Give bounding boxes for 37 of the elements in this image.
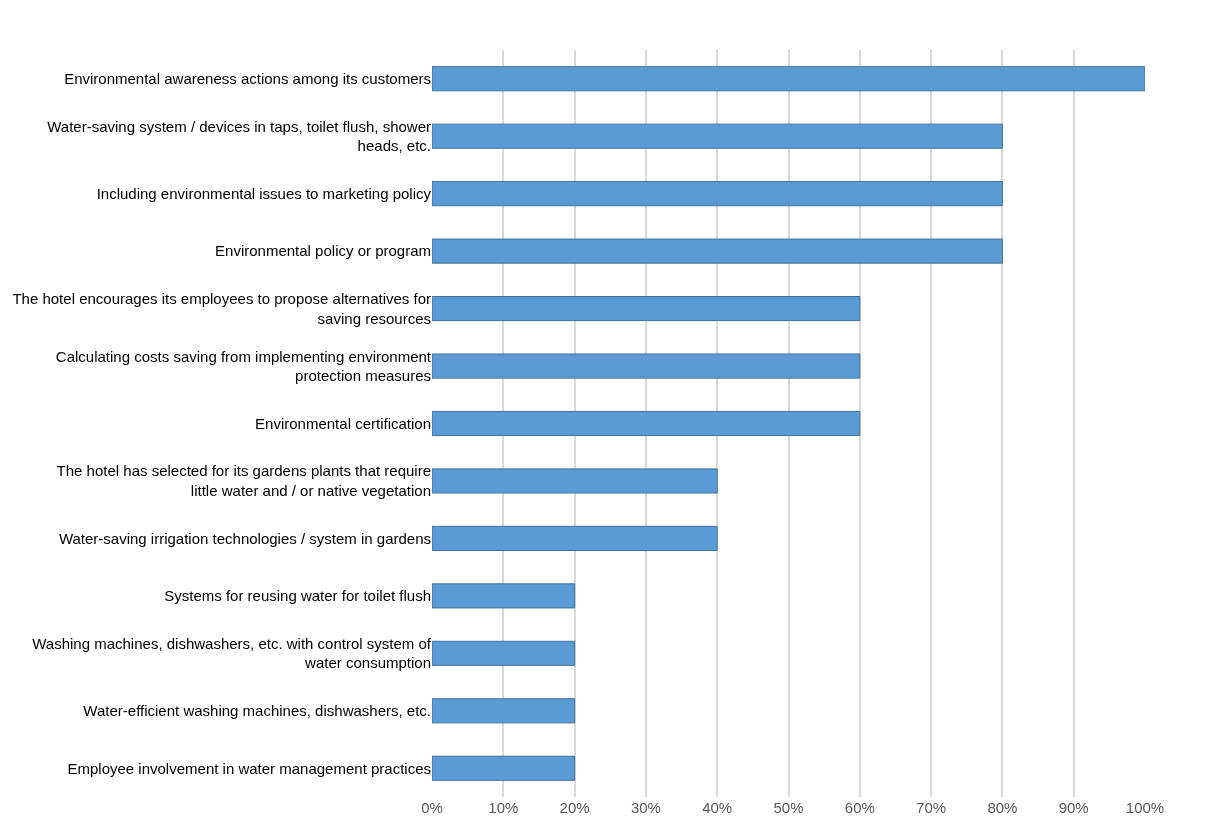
x-tick-label: 60% [844, 799, 875, 816]
y-tick-label: Washing machines, dishwashers, etc. with control system of water consumption [32, 634, 432, 672]
x-tick-label: 0% [421, 799, 443, 816]
y-tick-label: Systems for reusing water for toilet flush [164, 587, 431, 605]
x-tick-label: 80% [987, 799, 1018, 816]
y-tick-label: Environmental awareness actions among its customers [64, 69, 431, 87]
x-tick-label: 20% [559, 799, 590, 816]
bar [432, 583, 576, 609]
y-tick-label: Water-saving system / devices in taps, toilet flush, shower heads, etc. [47, 117, 431, 155]
y-tick-label: Employee involvement in water management practices [67, 759, 431, 777]
bar [432, 66, 1145, 92]
y-tick-label: Water-saving irrigation technologies / system in gardens [58, 529, 431, 547]
x-tick-label: 10% [488, 799, 519, 816]
y-tick-label: The hotel has selected for its gardens plants that require little water and / or native vegetation [56, 462, 431, 499]
bar [432, 353, 861, 379]
bar [432, 640, 576, 666]
bar [432, 181, 1003, 207]
bar [432, 123, 1003, 149]
x-tick-label: 40% [702, 799, 733, 816]
bar [432, 468, 718, 494]
y-tick-label: Environmental policy or program [215, 242, 431, 260]
y-tick-label: The hotel encourages its employees to propose alternatives for saving resources [12, 290, 431, 327]
bar [432, 238, 1003, 264]
bar [432, 698, 576, 724]
x-tick-label: 70% [916, 799, 947, 816]
bar [432, 296, 861, 322]
y-tick-label: Including environmental issues to marketing policy [96, 184, 432, 202]
x-tick-label: 100% [1125, 799, 1165, 816]
x-tick-label: 90% [1058, 799, 1089, 816]
y-tick-label: Calculating costs saving from implementing environment protection measures [55, 347, 432, 385]
bar [432, 525, 718, 551]
x-tick-label: 50% [773, 799, 804, 816]
bar [432, 755, 576, 781]
bar [432, 410, 861, 437]
x-tick-label: 30% [630, 799, 661, 816]
y-tick-label: Water-efficient washing machines, dishwashers, etc. [83, 702, 431, 720]
y-tick-label: Environmental certification [255, 414, 431, 432]
